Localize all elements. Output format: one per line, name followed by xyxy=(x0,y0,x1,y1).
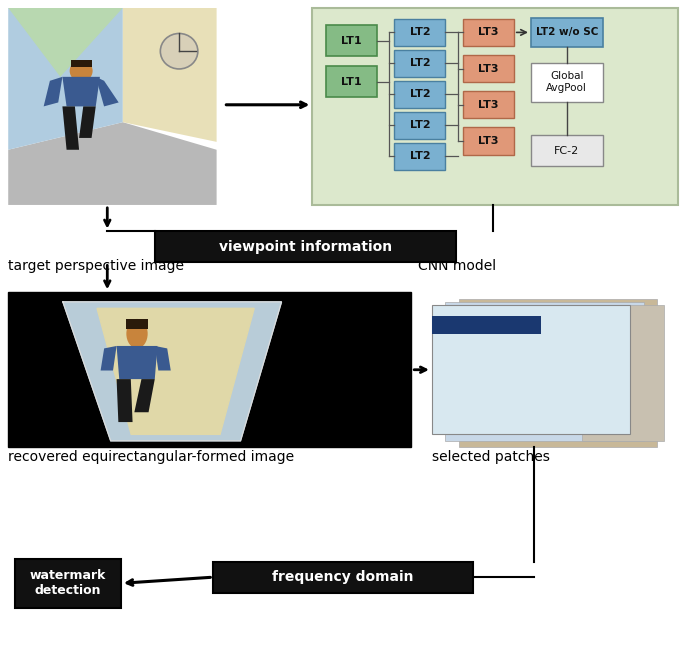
Text: recovered equirectangular-formed image: recovered equirectangular-formed image xyxy=(8,450,294,464)
Text: LT2: LT2 xyxy=(410,27,430,38)
FancyBboxPatch shape xyxy=(431,305,630,434)
Text: watermark
detection: watermark detection xyxy=(29,569,106,597)
FancyBboxPatch shape xyxy=(213,561,473,593)
FancyBboxPatch shape xyxy=(394,50,445,77)
FancyBboxPatch shape xyxy=(394,112,445,139)
FancyBboxPatch shape xyxy=(312,8,678,205)
Text: LT2: LT2 xyxy=(410,90,430,99)
FancyBboxPatch shape xyxy=(462,19,514,46)
Text: FC-2: FC-2 xyxy=(554,145,580,156)
FancyBboxPatch shape xyxy=(582,305,664,441)
FancyBboxPatch shape xyxy=(462,55,514,82)
FancyBboxPatch shape xyxy=(531,63,602,101)
FancyBboxPatch shape xyxy=(531,18,602,47)
Text: LT1: LT1 xyxy=(341,77,362,86)
Text: LT2: LT2 xyxy=(410,121,430,130)
Text: selected patches: selected patches xyxy=(431,450,549,464)
Text: Global
AvgPool: Global AvgPool xyxy=(546,71,587,93)
FancyBboxPatch shape xyxy=(326,66,377,97)
Text: LT1: LT1 xyxy=(341,36,362,46)
Text: target perspective image: target perspective image xyxy=(8,260,185,273)
Text: LT3: LT3 xyxy=(478,27,499,38)
Polygon shape xyxy=(63,302,281,441)
Text: LT3: LT3 xyxy=(478,136,499,146)
Text: LT3: LT3 xyxy=(478,100,499,110)
FancyBboxPatch shape xyxy=(326,25,377,56)
Text: LT2: LT2 xyxy=(410,151,430,162)
FancyBboxPatch shape xyxy=(394,143,445,170)
Text: viewpoint information: viewpoint information xyxy=(219,240,392,254)
FancyBboxPatch shape xyxy=(445,302,643,441)
Text: frequency domain: frequency domain xyxy=(272,570,414,584)
Text: LT3: LT3 xyxy=(478,64,499,73)
FancyBboxPatch shape xyxy=(459,299,657,447)
FancyBboxPatch shape xyxy=(8,292,412,447)
FancyBboxPatch shape xyxy=(531,135,602,166)
FancyBboxPatch shape xyxy=(394,81,445,108)
FancyBboxPatch shape xyxy=(431,316,541,334)
Polygon shape xyxy=(97,308,255,434)
FancyBboxPatch shape xyxy=(155,232,456,262)
FancyBboxPatch shape xyxy=(394,19,445,46)
Text: CNN model: CNN model xyxy=(418,260,496,273)
Text: LT2: LT2 xyxy=(410,58,430,68)
FancyBboxPatch shape xyxy=(15,559,121,607)
Text: LT2 w/o SC: LT2 w/o SC xyxy=(536,27,598,38)
FancyBboxPatch shape xyxy=(462,92,514,118)
FancyBboxPatch shape xyxy=(462,127,514,154)
